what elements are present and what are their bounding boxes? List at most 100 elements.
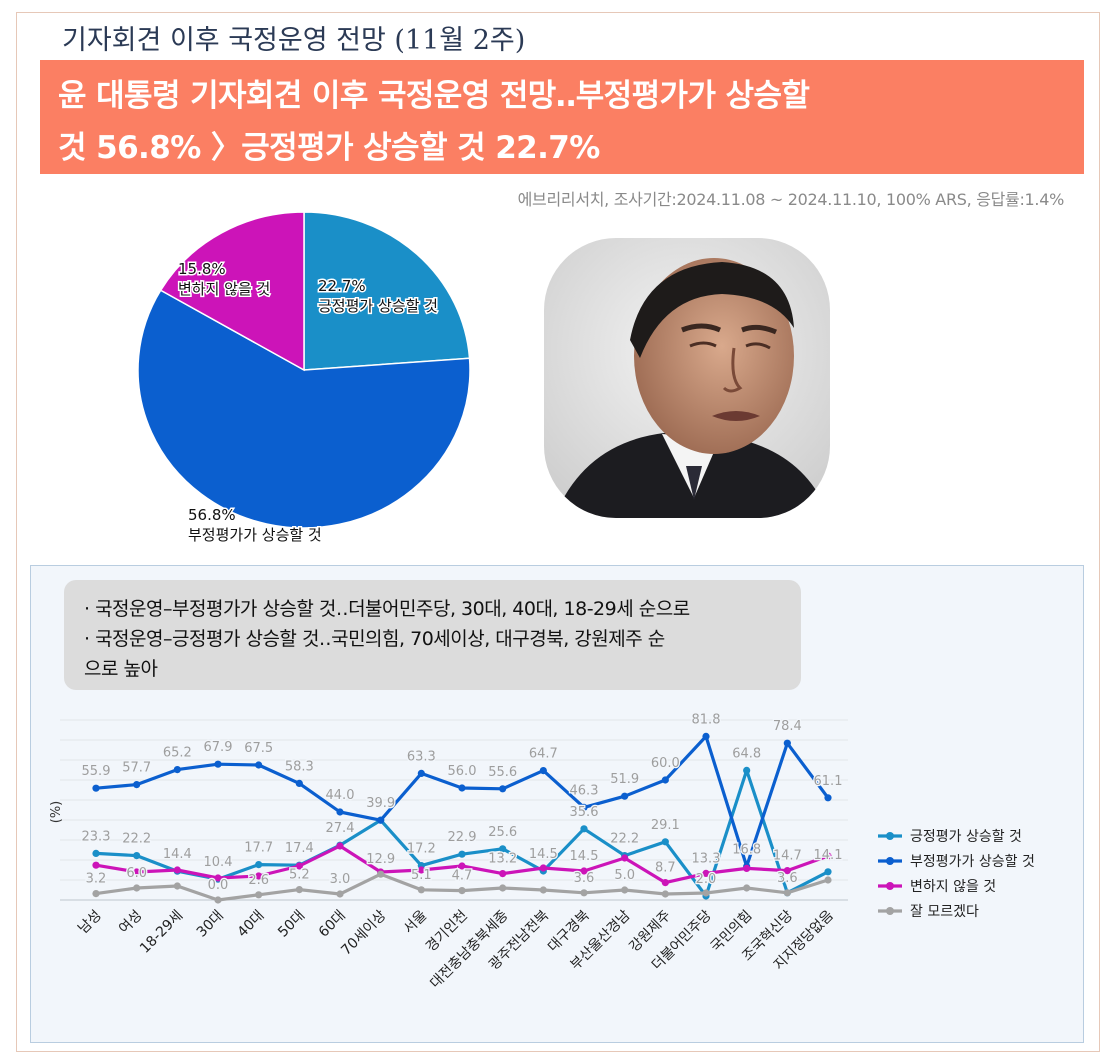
data-point <box>458 784 466 792</box>
x-tick-label: 40대 <box>234 908 267 941</box>
page-title: 기자회견 이후 국정운영 전망 (11월 2주) <box>62 25 526 56</box>
x-tick-label: 30대 <box>194 908 227 941</box>
data-point <box>783 739 791 747</box>
data-point <box>783 867 791 875</box>
data-label: 13.3 <box>692 851 721 866</box>
data-label: 0.0 <box>208 878 229 893</box>
data-label: 2.6 <box>248 873 269 888</box>
data-point <box>539 886 547 894</box>
data-label: 78.4 <box>773 719 802 734</box>
data-point <box>133 884 141 892</box>
data-label: 14.4 <box>163 847 192 862</box>
data-point <box>580 889 588 897</box>
data-point <box>336 890 344 898</box>
data-label: 5.1 <box>411 868 432 883</box>
data-point <box>255 891 263 899</box>
data-label: 14.5 <box>570 849 599 864</box>
data-point <box>499 870 507 878</box>
data-point <box>255 761 263 769</box>
legend-label: 변하지 않을 것 <box>910 879 996 895</box>
data-label: 23.3 <box>82 829 111 844</box>
data-point <box>580 803 588 811</box>
x-tick-label: 남성 <box>75 908 105 938</box>
data-label: 14.7 <box>773 849 802 864</box>
x-tick-label: 여성 <box>116 908 146 938</box>
data-label: 14.1 <box>814 848 843 863</box>
data-label: 60.0 <box>651 756 680 771</box>
data-label: 12.9 <box>366 852 395 867</box>
data-point <box>133 852 141 860</box>
data-point <box>336 842 344 850</box>
data-label: 22.2 <box>122 832 151 847</box>
x-tick-label: 50대 <box>275 908 308 941</box>
survey-source: 에브리리서치, 조사기간:2024.11.08 ~ 2024.11.10, 10… <box>517 190 1065 209</box>
data-point <box>661 838 669 846</box>
data-label: 35.6 <box>570 805 599 820</box>
pie-category-label: 긍정평가 상승할 것 <box>318 297 438 315</box>
data-point <box>255 872 263 880</box>
data-point <box>336 808 344 816</box>
data-point <box>214 874 222 882</box>
data-point <box>377 816 385 824</box>
outer-frame <box>16 12 1100 1052</box>
data-label: 64.7 <box>529 747 558 762</box>
pie-slice <box>159 211 305 372</box>
data-point <box>458 850 466 858</box>
data-label: 3.6 <box>777 871 798 886</box>
data-label: 27.4 <box>326 821 355 836</box>
headline-line-1: 윤 대통령 기자회견 이후 국정운영 전망‥부정평가가 상승할 <box>58 78 810 114</box>
series-line <box>95 734 830 868</box>
data-label: 3.6 <box>574 871 595 886</box>
pie-category-label: 부정평가가 상승할 것 <box>188 526 322 544</box>
data-label: 5.0 <box>614 868 635 883</box>
data-label: 25.6 <box>488 825 517 840</box>
data-point <box>702 732 710 740</box>
pie-slice <box>303 211 471 371</box>
data-point <box>580 867 588 875</box>
data-point <box>295 886 303 894</box>
data-point <box>824 868 832 876</box>
data-point <box>499 884 507 892</box>
data-point <box>92 890 100 898</box>
data-point <box>783 889 791 897</box>
data-label: 16.8 <box>732 842 761 857</box>
data-point <box>621 792 629 800</box>
data-point <box>214 896 222 904</box>
data-label: 22.9 <box>448 830 477 845</box>
data-label: 67.5 <box>244 741 273 756</box>
data-label: 44.0 <box>326 788 355 803</box>
data-point <box>173 766 181 774</box>
legend-marker <box>886 907 894 915</box>
data-label: 5.2 <box>289 868 310 883</box>
data-point <box>621 886 629 894</box>
x-tick-label: 서울 <box>401 907 431 937</box>
data-label: 3.0 <box>330 872 351 887</box>
data-label: 55.9 <box>82 764 111 779</box>
note-line-2: · 국정운영–긍정평가 상승할 것‥국민의힘, 70세이상, 대구경북, 강원제… <box>84 628 665 650</box>
data-label: 61.1 <box>814 774 843 789</box>
note-line-3: 으로 높아 <box>84 658 158 680</box>
pie-category-label: 변하지 않을 것 <box>178 280 270 298</box>
data-point <box>133 868 141 876</box>
data-label: 56.0 <box>448 764 477 779</box>
data-label: 17.4 <box>285 841 314 856</box>
headline-banner: 윤 대통령 기자회견 이후 국정운영 전망‥부정평가가 상승할 것 56.8% … <box>40 60 1084 174</box>
data-label: 14.5 <box>529 847 558 862</box>
data-point <box>539 767 547 775</box>
data-label: 29.1 <box>651 818 680 833</box>
data-point <box>661 890 669 898</box>
data-point <box>499 785 507 793</box>
data-label: 17.7 <box>244 841 273 856</box>
data-label: 81.8 <box>692 712 721 727</box>
data-label: 67.9 <box>204 740 233 755</box>
data-point <box>580 825 588 833</box>
data-point <box>214 760 222 768</box>
data-label: 65.2 <box>163 746 192 761</box>
data-point <box>824 794 832 802</box>
note-line-1: · 국정운영–부정평가가 상승할 것‥더불어민주당, 30대, 40대, 18-… <box>84 598 690 620</box>
data-label: 39.9 <box>366 796 395 811</box>
data-point <box>417 886 425 894</box>
data-point <box>824 852 832 860</box>
legend-marker <box>886 857 894 865</box>
data-label: 13.2 <box>488 852 517 867</box>
